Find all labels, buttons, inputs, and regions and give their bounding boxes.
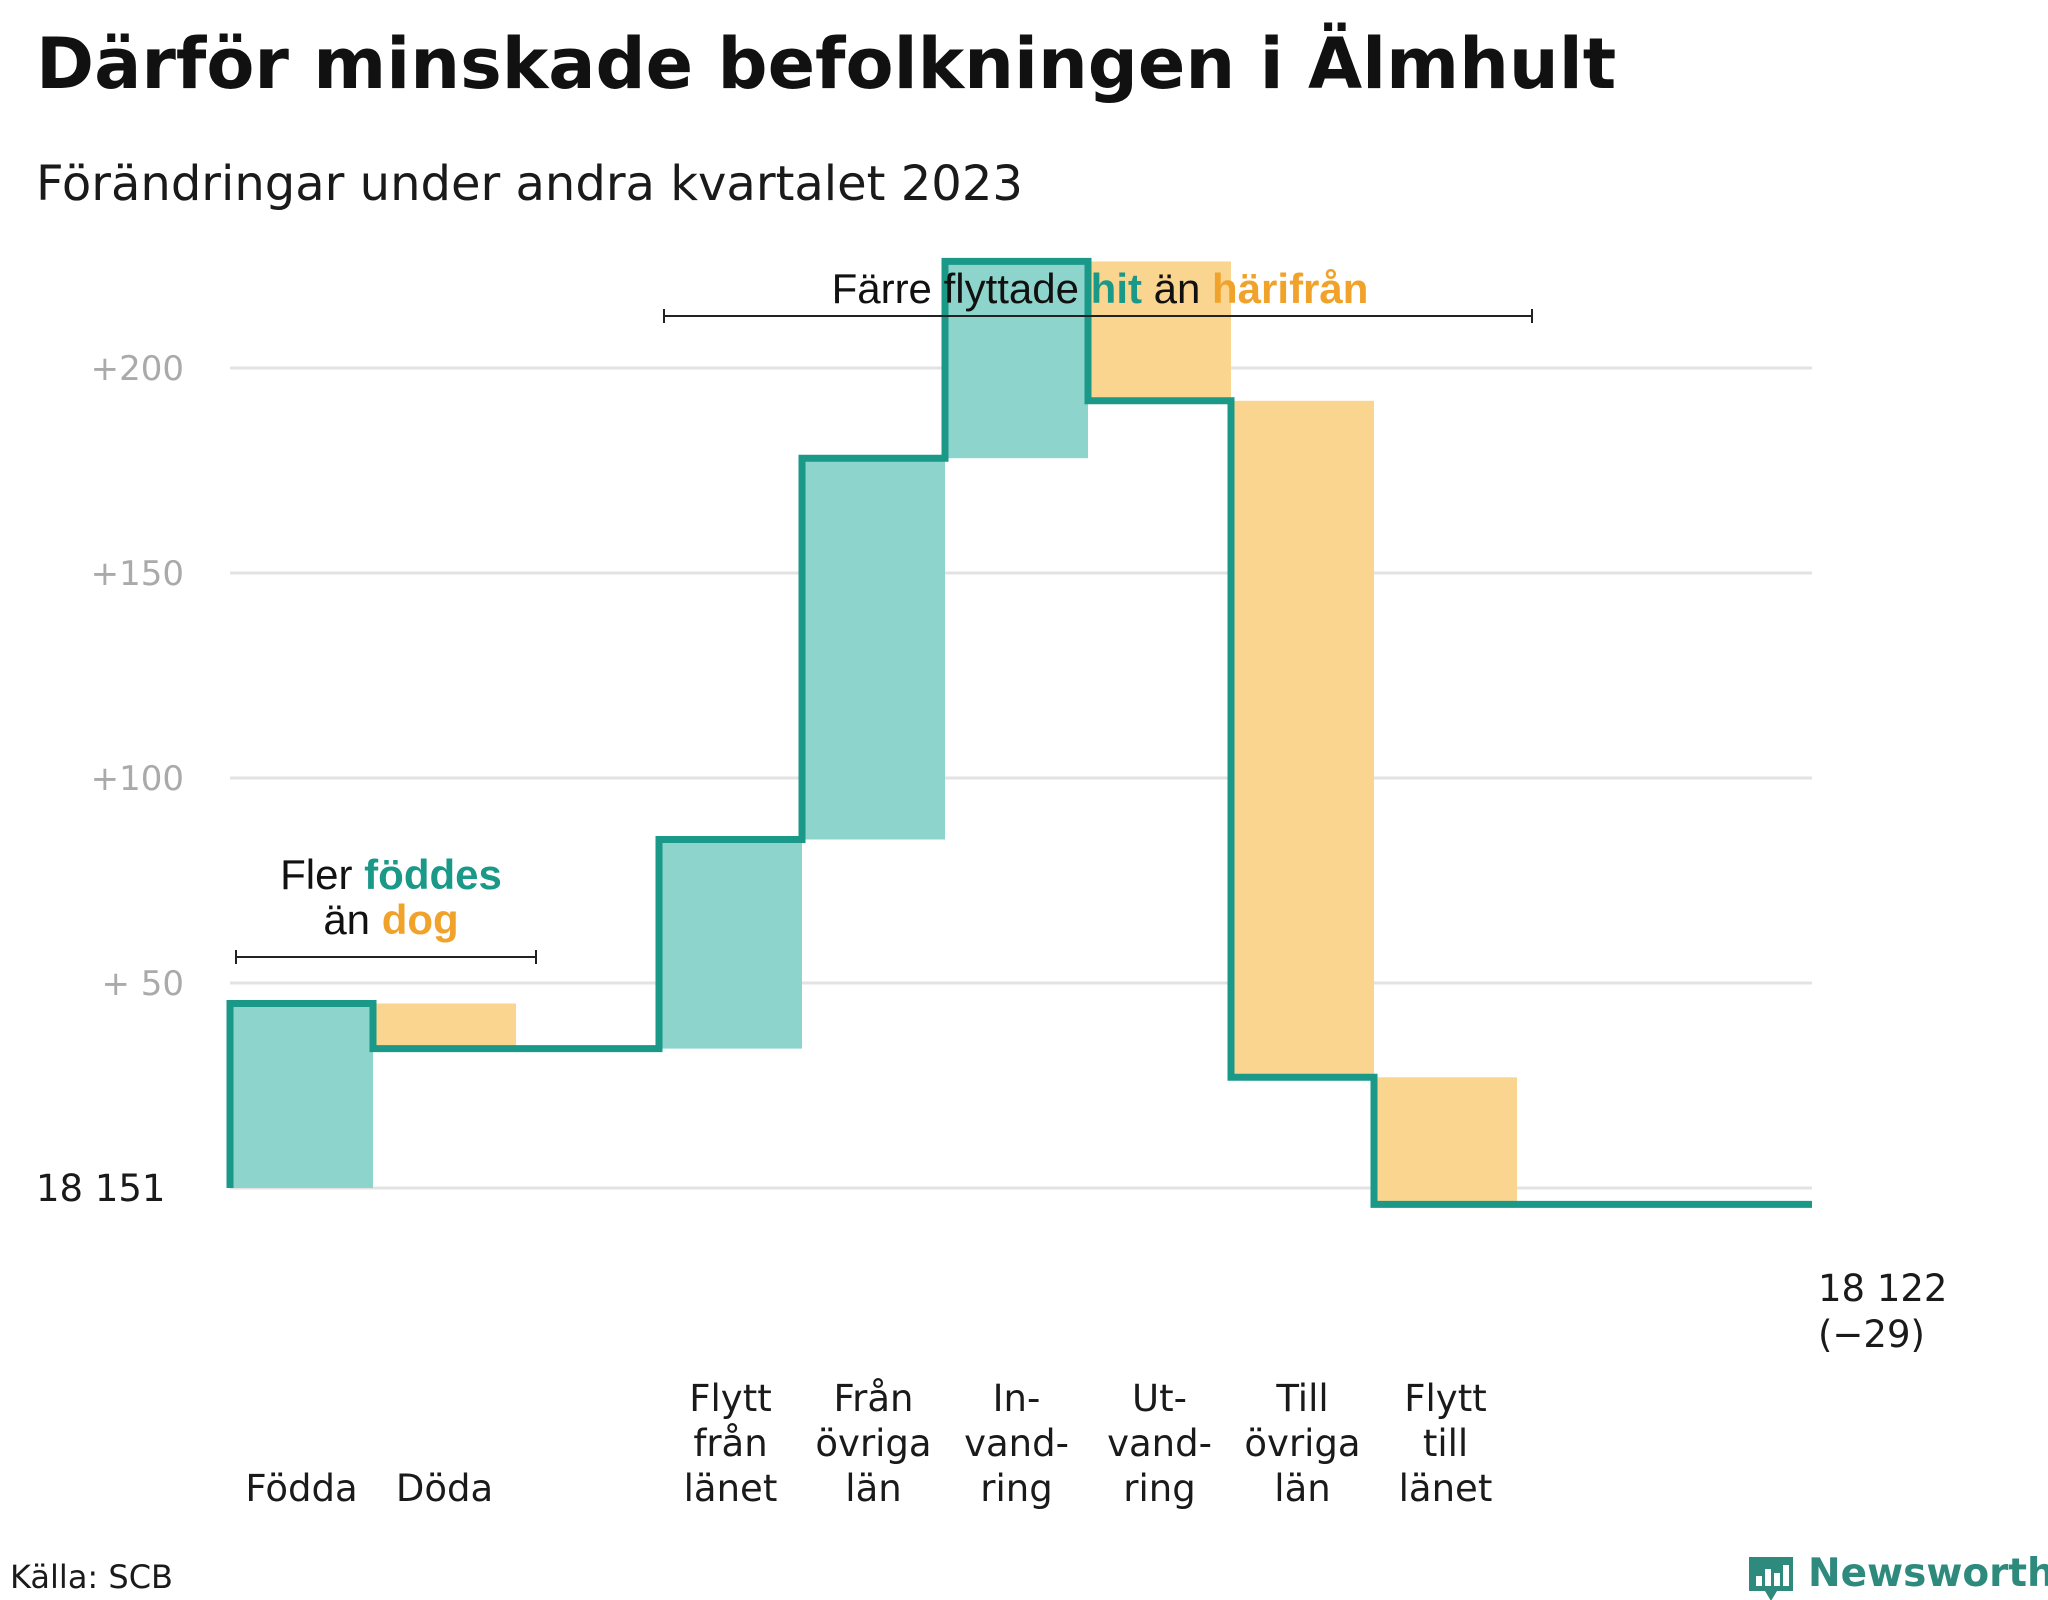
- category-label-utvandring: Ut-vand-ring: [1107, 1377, 1212, 1510]
- bar-till_ovriga_lan: [1231, 400, 1374, 1078]
- bar-utvandring: [1088, 261, 1231, 401]
- births-bracket: [235, 950, 537, 964]
- y-tick-label: +150: [91, 554, 184, 594]
- chart-subtitle: Förändringar under andra kvartalet 2023: [36, 156, 1023, 212]
- bar-chart-icon: [1749, 1557, 1793, 1600]
- end-change-label: (−29): [1818, 1313, 1925, 1356]
- chart-title: Därför minskade befolkningen i Älmhult: [36, 23, 1616, 105]
- running-total-path: [226, 257, 1812, 1208]
- end-value-label: 18 122: [1818, 1267, 1947, 1310]
- source-note: Källa: SCB: [10, 1558, 173, 1596]
- category-label-invandring: In-vand-ring: [964, 1377, 1069, 1510]
- category-label-till_ovriga_lan: Till övriga län: [1244, 1377, 1360, 1510]
- bar-fran_ovriga_lan: [802, 458, 945, 840]
- births-annotation-line1: Fler föddes: [280, 851, 502, 898]
- category-label-doda: Döda: [396, 1467, 493, 1510]
- births-annotation: Fler föddes än dog: [235, 851, 537, 964]
- category-label-flytt_fran_lanet: Flytt från länet: [684, 1377, 778, 1510]
- category-labels: Födda Döda Flytt från länet Från övriga län In-v…: [245, 1377, 1492, 1510]
- bar-flytt_till_lanet: [1374, 1077, 1517, 1205]
- running-total-line: [226, 257, 1812, 1208]
- moves-annotation-text: Färre flyttade hit än härifrån: [832, 265, 1369, 312]
- y-tick-label: + 50: [101, 964, 184, 1004]
- gridlines: [230, 366, 1812, 1190]
- births-annotation-line2: än dog: [323, 896, 458, 943]
- newsworthy-logo: Newsworthy: [1749, 1551, 2048, 1600]
- bar-invandring: [945, 261, 1088, 459]
- y-tick-label: +100: [91, 759, 184, 799]
- moves-annotation: Färre flyttade hit än härifrån: [663, 265, 1533, 323]
- moves-bracket: [663, 309, 1533, 323]
- bars: [230, 261, 1517, 1205]
- bar-flytt_fran_lanet: [659, 839, 802, 1049]
- category-label-fran_ovriga_lan: Från övriga län: [815, 1377, 931, 1510]
- bar-fodda: [230, 1003, 373, 1188]
- y-axis-ticks: +200 +150 +100 + 50: [91, 349, 184, 1004]
- y-tick-label: +200: [91, 349, 184, 389]
- brand-name: Newsworthy: [1808, 1551, 2048, 1596]
- bar-doda: [373, 1003, 516, 1049]
- category-label-fodda: Födda: [245, 1467, 357, 1510]
- category-label-flytt_till_lanet: Flytt till länet: [1399, 1377, 1493, 1510]
- start-value-label: 18 151: [36, 1167, 165, 1210]
